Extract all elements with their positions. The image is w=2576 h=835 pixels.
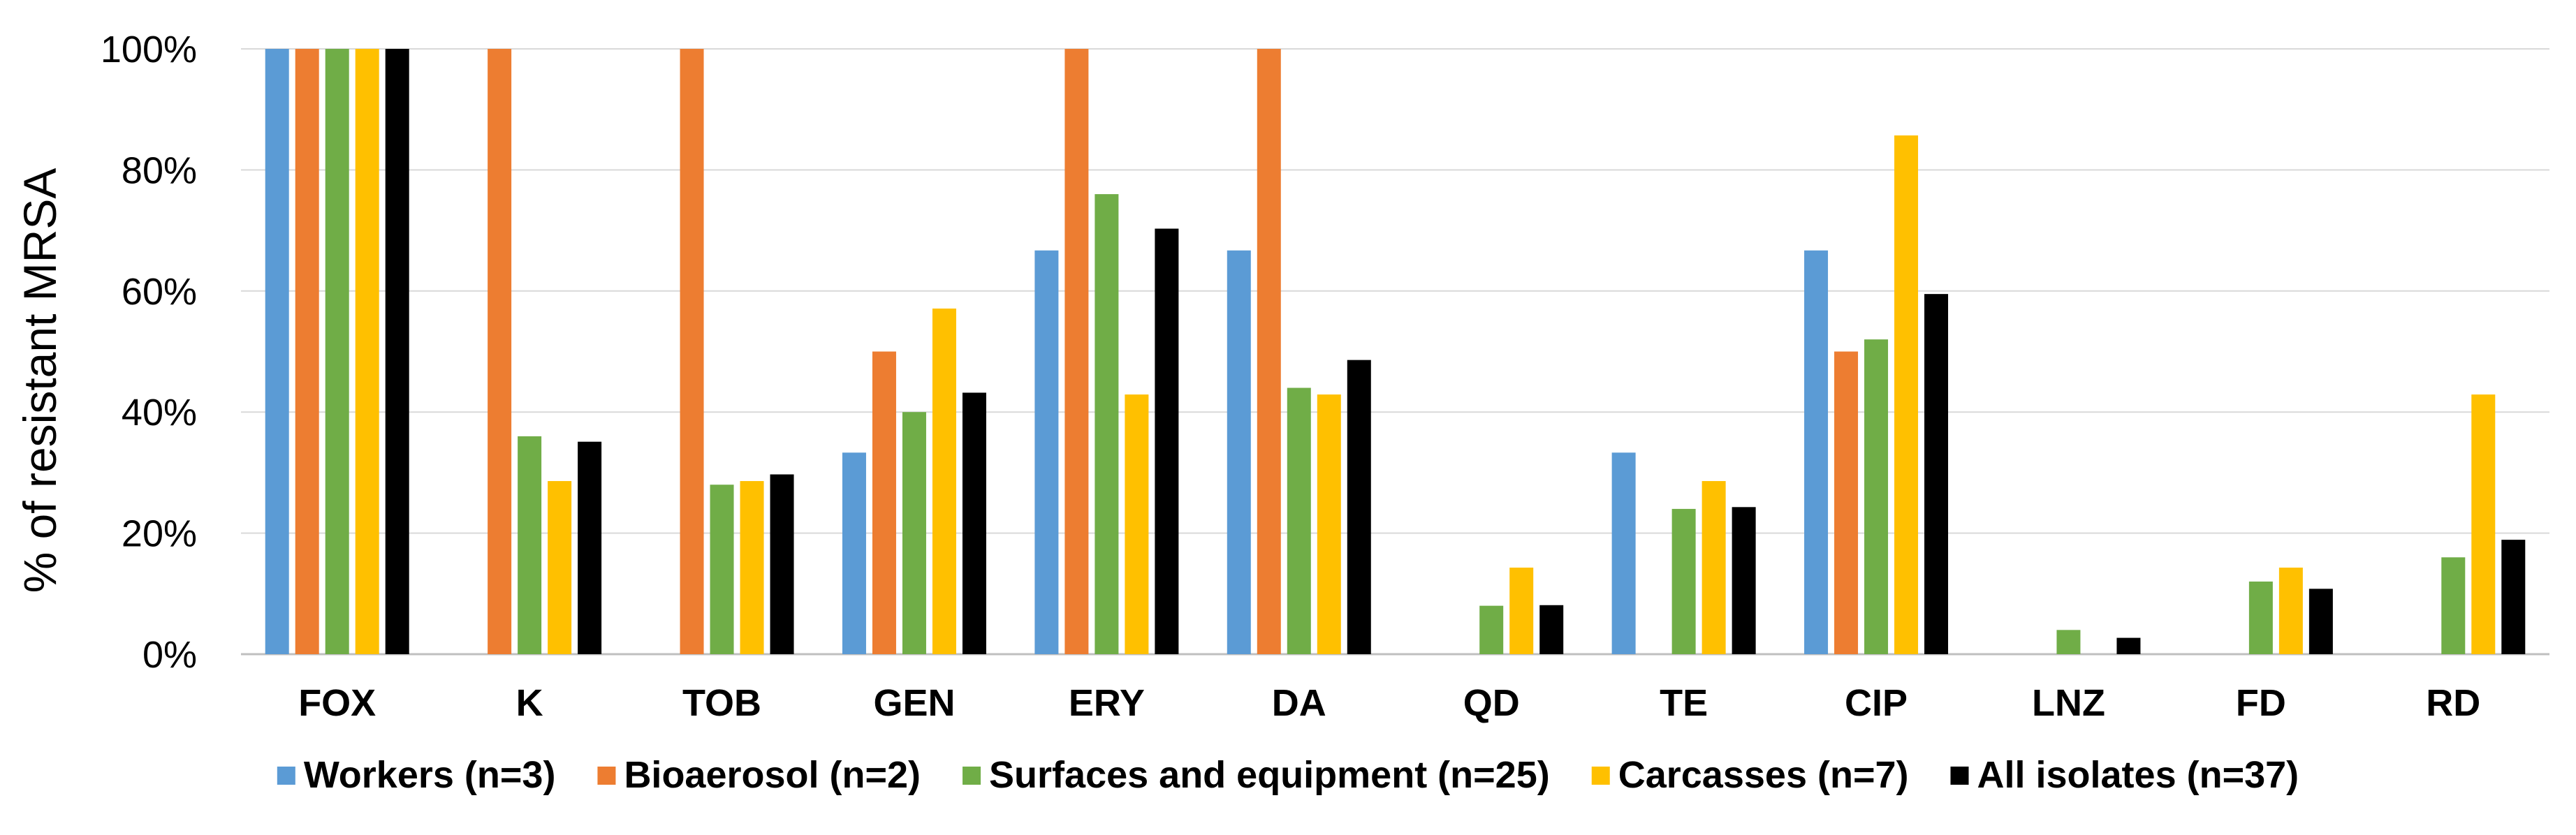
bar [962,392,986,654]
bar [2056,630,2081,654]
bar [1611,452,1636,654]
x-tick-label: CIP [1845,682,1908,724]
bar [872,351,896,654]
y-tick-label: 60% [122,271,197,313]
bar [2116,637,2141,654]
legend-swatch [1950,767,1969,785]
bar [265,49,289,654]
bar [2278,568,2303,654]
legend-swatch [1591,767,1610,785]
bar [2248,581,2273,654]
bar [1702,481,1726,654]
bar [1804,250,1829,654]
bar [1095,194,1119,655]
bar [385,49,409,654]
bar [1227,250,1251,654]
bar [770,474,794,654]
bar [295,49,319,654]
y-tick-label: 80% [122,149,197,191]
bar [1034,250,1059,654]
y-tick-label: 40% [122,392,197,434]
bar [518,436,542,654]
bar [1539,605,1564,654]
x-ticks: FOX K TOB GEN ERY DA QD TE CIP LNZ FD RD [298,682,2480,724]
bar [2471,394,2496,654]
x-tick-label: LNZ [2032,682,2105,724]
bar [1479,605,1504,654]
bar [1894,135,1919,654]
bar [1155,228,1179,654]
bar [1864,339,1889,654]
legend-swatch [963,767,981,785]
x-tick-label: ERY [1069,682,1145,724]
bar [325,49,349,654]
x-tick-label: FD [2236,682,2286,724]
bar [578,441,602,654]
bar [488,49,512,654]
legend-label: Workers (n=3) [304,754,556,796]
bar [740,481,764,654]
bar [1257,49,1281,654]
bar [1317,394,1341,654]
x-tick-label: TE [1660,682,1708,724]
legend-label: All isolates (n=37) [1977,754,2299,796]
bar [1064,49,1089,654]
bar [842,452,866,654]
bar [1834,351,1859,654]
legend-swatch [277,767,295,785]
bar [680,49,704,654]
y-tick-label: 20% [122,513,197,555]
bars [265,49,2526,655]
bar [1732,507,1756,654]
x-tick-label: GEN [873,682,955,724]
bar [548,481,572,654]
bar [1924,294,1949,654]
bar [1287,387,1311,654]
bar [2441,557,2466,654]
legend-label: Surfaces and equipment (n=25) [989,754,1550,796]
x-tick-label: RD [2426,682,2480,724]
bar [2501,540,2526,654]
legend: Workers (n=3) Bioaerosol (n=2) Surfaces an… [277,754,2299,796]
x-tick-label: DA [1272,682,1326,724]
legend-label: Carcasses (n=7) [1618,754,1909,796]
legend-label: Bioaerosol (n=2) [624,754,921,796]
x-tick-label: FOX [298,682,376,724]
gridlines [241,48,2549,656]
bar [1671,508,1696,654]
bar [902,412,926,654]
legend-swatch [597,767,616,785]
x-tick-label: QD [1463,682,1520,724]
bar [355,49,379,654]
bar [1347,360,1371,654]
y-ticks: 0% 20% 40% 60% 80% 100% [101,29,197,676]
y-tick-label: 100% [101,29,197,71]
bar [2308,589,2333,654]
y-axis-label: % of resistant MRSA [14,168,66,593]
bar [1509,568,1534,654]
y-tick-label: 0% [142,634,197,676]
bar [710,485,734,654]
bar [932,308,956,654]
x-tick-label: K [516,682,543,724]
x-tick-label: TOB [682,682,761,724]
bar [1125,394,1149,654]
